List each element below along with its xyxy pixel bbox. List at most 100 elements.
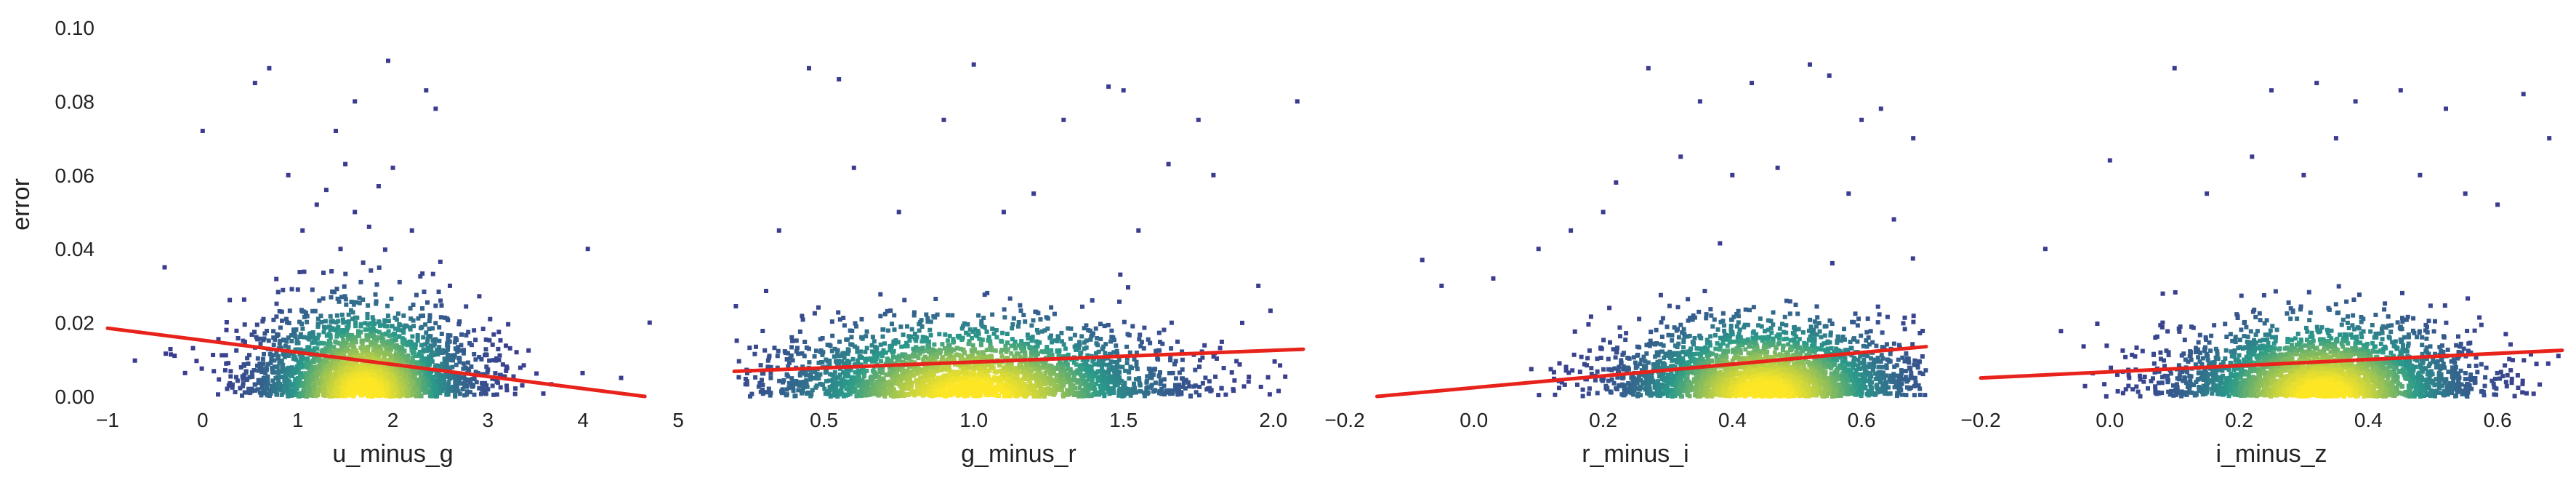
density-cell <box>810 388 815 393</box>
density-cell <box>1007 296 1013 301</box>
density-cell <box>1139 340 1144 345</box>
density-cell <box>948 387 953 392</box>
density-cell <box>342 361 347 366</box>
density-cell <box>1180 376 1184 381</box>
density-cell <box>504 368 509 373</box>
density-cell <box>1090 298 1095 303</box>
density-cell <box>1009 351 1014 356</box>
density-cell <box>289 388 293 393</box>
density-cell <box>1183 378 1188 383</box>
density-cell <box>322 380 326 386</box>
density-cell <box>255 387 260 392</box>
density-cell <box>990 326 995 331</box>
density-cell <box>268 391 273 396</box>
density-cell <box>1006 366 1011 371</box>
density-cell <box>464 389 470 394</box>
density-cell <box>373 292 378 297</box>
density-cell <box>1034 348 1039 353</box>
density-cell <box>459 375 464 380</box>
density-cell <box>404 324 409 329</box>
density-cell <box>342 284 347 289</box>
density-cell <box>863 356 868 362</box>
density-cell <box>479 356 484 362</box>
density-cell <box>483 380 488 386</box>
density-cell <box>283 343 288 348</box>
density-cell <box>863 359 868 364</box>
density-cell <box>1010 380 1015 385</box>
density-cell <box>1079 365 1084 370</box>
density-cell <box>1066 352 1071 357</box>
density-cell <box>1148 340 1153 346</box>
density-cell <box>313 308 318 314</box>
density-cell <box>393 351 398 356</box>
density-cell <box>278 338 283 343</box>
density-cell <box>305 390 310 394</box>
density-cell <box>1068 326 1074 331</box>
density-cell <box>1204 387 1209 392</box>
density-cell <box>767 354 772 359</box>
density-cell <box>999 348 1005 353</box>
density-cell <box>941 384 946 389</box>
density-cell <box>402 324 407 330</box>
density-cell <box>1016 320 1021 324</box>
density-cell <box>419 359 424 364</box>
density-cell <box>483 391 488 396</box>
density-cell <box>333 388 338 393</box>
density-cell <box>444 392 449 397</box>
density-cell <box>1098 375 1103 380</box>
density-cell <box>1276 388 1281 394</box>
density-cell <box>909 354 914 359</box>
density-cell <box>427 319 432 324</box>
density-cell <box>894 372 899 378</box>
density-cell <box>488 316 493 322</box>
density-cell <box>427 381 432 386</box>
density-cell <box>473 357 478 362</box>
density-cell <box>461 361 466 366</box>
density-cell <box>1071 378 1076 383</box>
density-cell <box>400 387 405 392</box>
density-cell <box>944 348 949 354</box>
density-cell <box>323 346 329 351</box>
density-cell <box>446 380 451 385</box>
density-cell <box>1068 380 1073 386</box>
density-cell <box>336 377 341 382</box>
density-cell <box>421 335 426 340</box>
density-cell <box>460 387 465 391</box>
density-cell <box>1246 379 1251 384</box>
density-cell <box>426 347 431 352</box>
density-cell <box>849 335 854 340</box>
density-cell <box>342 379 347 384</box>
density-cell <box>1085 357 1090 362</box>
density-cell <box>291 356 296 361</box>
density-cell <box>906 386 911 391</box>
density-cell <box>351 394 356 399</box>
density-cell <box>1030 373 1035 378</box>
density-cell <box>256 368 261 373</box>
density-cell <box>1111 386 1116 391</box>
density-cell <box>281 390 286 395</box>
density-cell <box>987 379 992 384</box>
density-cell <box>1082 326 1087 331</box>
density-cell <box>322 324 326 330</box>
density-cell <box>306 378 311 383</box>
density-cell <box>909 389 914 394</box>
density-cell <box>856 389 861 394</box>
density-cell <box>278 346 283 351</box>
density-cell <box>824 357 829 362</box>
density-cell <box>384 382 389 387</box>
density-cell <box>416 380 422 386</box>
density-cell <box>964 388 968 393</box>
density-cell <box>1086 328 1091 332</box>
density-cell <box>297 335 302 340</box>
density-cell <box>888 308 893 313</box>
density-cell <box>1186 380 1191 385</box>
density-cell <box>403 370 408 375</box>
density-cell <box>353 340 358 345</box>
density-cell <box>877 383 882 388</box>
density-cell <box>1098 322 1103 327</box>
density-cell <box>328 363 333 367</box>
density-cell <box>371 378 376 383</box>
density-cell <box>1035 343 1040 348</box>
density-cell <box>261 316 266 322</box>
density-cell <box>951 347 957 352</box>
